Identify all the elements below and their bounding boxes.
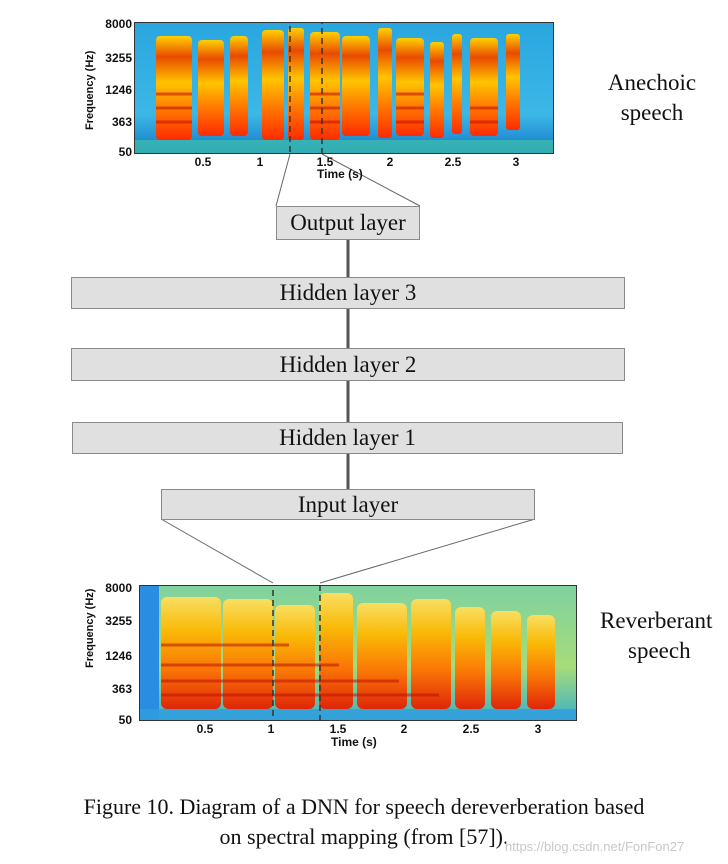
hidden-layer-3: Hidden layer 3 xyxy=(71,277,625,309)
top-xtick: 1.5 xyxy=(316,155,334,169)
bottom-ytick: 363 xyxy=(111,682,132,696)
anechoic-label-line1: Anechoic xyxy=(607,70,697,95)
anechoic-spectrogram xyxy=(134,22,554,154)
reverberant-label-line1: Reverberant xyxy=(600,608,713,633)
top-xtick: 2.5 xyxy=(444,155,462,169)
bottom-xtick: 0.5 xyxy=(196,722,214,736)
top-xtick: 3 xyxy=(512,155,520,169)
top-ytick: 50 xyxy=(118,145,132,159)
bottom-ytick: 3255 xyxy=(105,614,132,628)
bottom-xtick: 2 xyxy=(400,722,408,736)
hidden-layer-1: Hidden layer 1 xyxy=(72,422,623,454)
bottom-ytick: 50 xyxy=(118,713,132,727)
bottom-xtick: 1.5 xyxy=(329,722,347,736)
output-layer: Output layer xyxy=(276,206,420,240)
top-ytick: 8000 xyxy=(105,17,132,31)
bottom-xtick: 1 xyxy=(267,722,275,736)
bottom-xtick: 3 xyxy=(534,722,542,736)
input-layer: Input layer xyxy=(161,489,535,520)
top-ytick: 3255 xyxy=(105,51,132,65)
caption-line1: Figure 10. Diagram of a DNN for speech d… xyxy=(83,794,645,819)
top-x-axis-label: Time (s) xyxy=(317,167,363,181)
reverberant-label: Reverberant speech xyxy=(596,606,728,666)
bottom-x-axis-label: Time (s) xyxy=(331,735,377,749)
top-xtick: 2 xyxy=(386,155,394,169)
top-xtick: 1 xyxy=(256,155,264,169)
reverberant-label-line2: speech xyxy=(628,638,691,663)
anechoic-label-line2: speech xyxy=(620,100,684,125)
bottom-xtick: 2.5 xyxy=(462,722,480,736)
hidden-layer-2: Hidden layer 2 xyxy=(71,348,625,381)
reverberant-spectrogram xyxy=(139,585,577,721)
watermark: https://blog.csdn.net/FonFon27 xyxy=(505,839,685,854)
anechoic-label: Anechoic speech xyxy=(592,68,712,128)
top-ytick: 1246 xyxy=(105,83,132,97)
bottom-ytick: 1246 xyxy=(105,649,132,663)
caption-line2: on spectral mapping (from [57]). xyxy=(219,824,509,849)
top-ytick: 363 xyxy=(111,115,132,129)
figure-caption: Figure 10. Diagram of a DNN for speech d… xyxy=(0,792,728,852)
bottom-ytick: 8000 xyxy=(105,581,132,595)
top-xtick: 0.5 xyxy=(194,155,212,169)
